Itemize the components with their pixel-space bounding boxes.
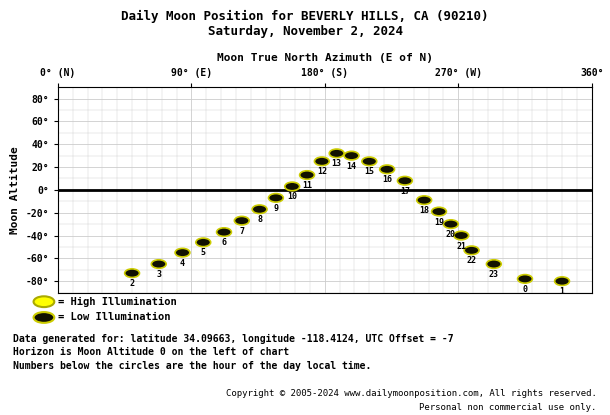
Text: = Low Illumination: = Low Illumination bbox=[58, 312, 170, 322]
Ellipse shape bbox=[196, 238, 210, 247]
Text: 18: 18 bbox=[419, 206, 429, 215]
Text: 6: 6 bbox=[221, 238, 226, 247]
Ellipse shape bbox=[300, 171, 314, 179]
Ellipse shape bbox=[398, 176, 412, 185]
Text: 19: 19 bbox=[434, 217, 444, 227]
Text: Numbers below the circles are the hour of the day local time.: Numbers below the circles are the hour o… bbox=[13, 361, 372, 371]
Text: 20: 20 bbox=[446, 230, 456, 239]
Y-axis label: Moon Altitude: Moon Altitude bbox=[10, 146, 20, 234]
Ellipse shape bbox=[329, 149, 344, 158]
Text: Copyright © 2005-2024 www.dailymoonposition.com, All rights reserved.: Copyright © 2005-2024 www.dailymoonposit… bbox=[226, 389, 597, 398]
Text: Data generated for: latitude 34.09663, longitude -118.4124, UTC Offset = -7: Data generated for: latitude 34.09663, l… bbox=[13, 334, 454, 344]
Text: 7: 7 bbox=[239, 227, 244, 236]
Text: Daily Moon Position for BEVERLY HILLS, CA (90210): Daily Moon Position for BEVERLY HILLS, C… bbox=[121, 10, 489, 24]
Ellipse shape bbox=[314, 157, 329, 166]
Ellipse shape bbox=[252, 205, 267, 214]
Ellipse shape bbox=[285, 182, 300, 191]
Text: Personal non commercial use only.: Personal non commercial use only. bbox=[419, 403, 597, 412]
Ellipse shape bbox=[443, 220, 458, 228]
Text: 4: 4 bbox=[180, 259, 185, 268]
Ellipse shape bbox=[454, 231, 468, 240]
Ellipse shape bbox=[554, 277, 570, 286]
Text: 15: 15 bbox=[364, 167, 375, 176]
Text: = High Illumination: = High Illumination bbox=[58, 297, 177, 307]
Ellipse shape bbox=[217, 228, 231, 237]
Text: 12: 12 bbox=[317, 167, 327, 176]
Ellipse shape bbox=[464, 246, 479, 255]
Ellipse shape bbox=[379, 165, 395, 173]
Text: 1: 1 bbox=[559, 287, 564, 296]
X-axis label: Moon True North Azimuth (E of N): Moon True North Azimuth (E of N) bbox=[217, 53, 433, 63]
Ellipse shape bbox=[344, 151, 359, 160]
Ellipse shape bbox=[417, 196, 431, 205]
Text: 17: 17 bbox=[400, 187, 410, 196]
Text: 14: 14 bbox=[346, 161, 356, 171]
Text: 22: 22 bbox=[467, 256, 476, 265]
Text: 2: 2 bbox=[129, 279, 135, 288]
Ellipse shape bbox=[234, 216, 249, 225]
Ellipse shape bbox=[486, 260, 501, 269]
Ellipse shape bbox=[268, 193, 283, 202]
Ellipse shape bbox=[124, 269, 140, 278]
Ellipse shape bbox=[517, 275, 533, 283]
Text: 23: 23 bbox=[489, 270, 499, 279]
Ellipse shape bbox=[175, 248, 190, 257]
Text: 8: 8 bbox=[257, 215, 262, 224]
Text: 9: 9 bbox=[273, 204, 278, 213]
Ellipse shape bbox=[431, 207, 447, 216]
Text: 21: 21 bbox=[456, 242, 466, 251]
Text: 5: 5 bbox=[201, 248, 206, 257]
Text: 11: 11 bbox=[302, 181, 312, 190]
Text: Saturday, November 2, 2024: Saturday, November 2, 2024 bbox=[207, 25, 403, 38]
Text: 10: 10 bbox=[287, 193, 297, 201]
Text: 16: 16 bbox=[382, 175, 392, 184]
Ellipse shape bbox=[151, 260, 166, 269]
Text: Horizon is Moon Altitude 0 on the left of chart: Horizon is Moon Altitude 0 on the left o… bbox=[13, 347, 290, 357]
Text: 13: 13 bbox=[332, 159, 342, 168]
Ellipse shape bbox=[362, 157, 377, 166]
Text: 0: 0 bbox=[523, 285, 528, 294]
Text: 3: 3 bbox=[156, 270, 161, 279]
